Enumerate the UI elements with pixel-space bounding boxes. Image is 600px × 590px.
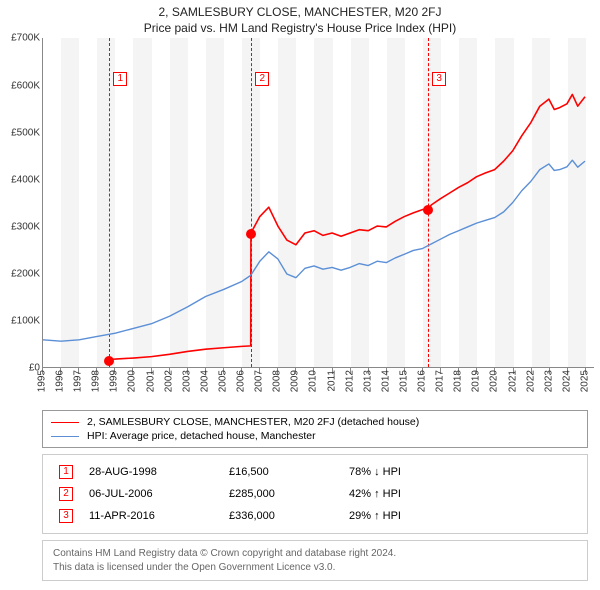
event-date: 06-JUL-2006 (83, 483, 223, 505)
footer-line-2: This data is licensed under the Open Gov… (53, 561, 577, 575)
x-tick-label: 1999 (109, 370, 120, 392)
x-tick-label: 2005 (217, 370, 228, 392)
x-tick-label: 2007 (254, 370, 265, 392)
x-tick-label: 2011 (326, 370, 337, 392)
legend-swatch (51, 436, 79, 437)
x-tick-label: 2009 (290, 370, 301, 392)
x-tick-label: 2004 (199, 370, 210, 392)
event-row: 1 28-AUG-1998£16,50078% ↓ HPI (53, 461, 577, 483)
x-tick-label: 1996 (55, 370, 66, 392)
event-marker-box: 2 (255, 72, 269, 86)
x-tick-label: 2006 (236, 370, 247, 392)
series-svg (43, 38, 594, 367)
x-tick-label: 2013 (362, 370, 373, 392)
footer-line-1: Contains HM Land Registry data © Crown c… (53, 547, 577, 561)
x-tick-label: 2003 (181, 370, 192, 392)
x-tick-label: 2025 (579, 370, 590, 392)
y-axis: £0£100K£200K£300K£400K£500K£600K£700K (0, 38, 42, 368)
event-row: 3 11-APR-2016£336,00029% ↑ HPI (53, 505, 577, 527)
title-line-1: 2, SAMLESBURY CLOSE, MANCHESTER, M20 2FJ (0, 4, 600, 20)
event-marker-dot (246, 229, 256, 239)
x-tick-label: 2017 (435, 370, 446, 392)
series-price_paid (109, 95, 585, 360)
x-tick-label: 2018 (453, 370, 464, 392)
event-row: 2 06-JUL-2006£285,00042% ↑ HPI (53, 483, 577, 505)
x-tick-label: 1998 (91, 370, 102, 392)
events-panel: 1 28-AUG-1998£16,50078% ↓ HPI 2 06-JUL-2006… (42, 454, 588, 534)
y-tick-label: £600K (11, 80, 40, 91)
event-price: £16,500 (223, 461, 343, 483)
event-marker-box: 1 (113, 72, 127, 86)
chart-titles: 2, SAMLESBURY CLOSE, MANCHESTER, M20 2FJ… (0, 0, 600, 38)
event-pct: 42% ↑ HPI (343, 483, 577, 505)
x-tick-label: 2021 (507, 370, 518, 392)
event-index-box: 1 (59, 465, 73, 479)
legend-label: HPI: Average price, detached house, Manc… (87, 430, 316, 442)
event-marker-dot (423, 205, 433, 215)
y-tick-label: £100K (11, 316, 40, 327)
x-tick-label: 1995 (37, 370, 48, 392)
y-tick-label: £500K (11, 127, 40, 138)
chart: £0£100K£200K£300K£400K£500K£600K£700K 12… (0, 38, 600, 368)
x-axis: 1995199619971998199920002001200220032004… (42, 368, 594, 406)
y-tick-label: £300K (11, 221, 40, 232)
event-date: 28-AUG-1998 (83, 461, 223, 483)
x-tick-label: 2014 (380, 370, 391, 392)
x-tick-label: 2002 (163, 370, 174, 392)
x-tick-label: 2010 (308, 370, 319, 392)
x-tick-label: 2023 (543, 370, 554, 392)
y-tick-label: £400K (11, 174, 40, 185)
legend: 2, SAMLESBURY CLOSE, MANCHESTER, M20 2FJ… (42, 410, 588, 448)
x-tick-label: 2001 (145, 370, 156, 392)
x-tick-label: 2024 (561, 370, 572, 392)
x-tick-label: 2019 (471, 370, 482, 392)
x-tick-label: 2015 (398, 370, 409, 392)
series-hpi (43, 161, 585, 342)
y-tick-label: £200K (11, 269, 40, 280)
x-tick-label: 2000 (127, 370, 138, 392)
x-tick-label: 1997 (73, 370, 84, 392)
event-pct: 29% ↑ HPI (343, 505, 577, 527)
event-price: £285,000 (223, 483, 343, 505)
x-tick-label: 2012 (344, 370, 355, 392)
event-marker-dot (104, 356, 114, 366)
x-tick-label: 2020 (489, 370, 500, 392)
x-tick-label: 2016 (417, 370, 428, 392)
plot-area: 1 2 3 (42, 38, 594, 368)
event-pct: 78% ↓ HPI (343, 461, 577, 483)
x-tick-label: 2022 (525, 370, 536, 392)
event-index-box: 2 (59, 487, 73, 501)
event-price: £336,000 (223, 505, 343, 527)
event-date: 11-APR-2016 (83, 505, 223, 527)
event-index-box: 3 (59, 509, 73, 523)
legend-item: HPI: Average price, detached house, Manc… (51, 429, 579, 443)
footer: Contains HM Land Registry data © Crown c… (42, 540, 588, 581)
legend-label: 2, SAMLESBURY CLOSE, MANCHESTER, M20 2FJ… (87, 416, 419, 428)
x-tick-label: 2008 (272, 370, 283, 392)
y-tick-label: £700K (11, 33, 40, 44)
title-line-2: Price paid vs. HM Land Registry's House … (0, 20, 600, 36)
events-table: 1 28-AUG-1998£16,50078% ↓ HPI 2 06-JUL-2006… (53, 461, 577, 527)
legend-item: 2, SAMLESBURY CLOSE, MANCHESTER, M20 2FJ… (51, 415, 579, 429)
legend-swatch (51, 422, 79, 423)
event-marker-box: 3 (432, 72, 446, 86)
